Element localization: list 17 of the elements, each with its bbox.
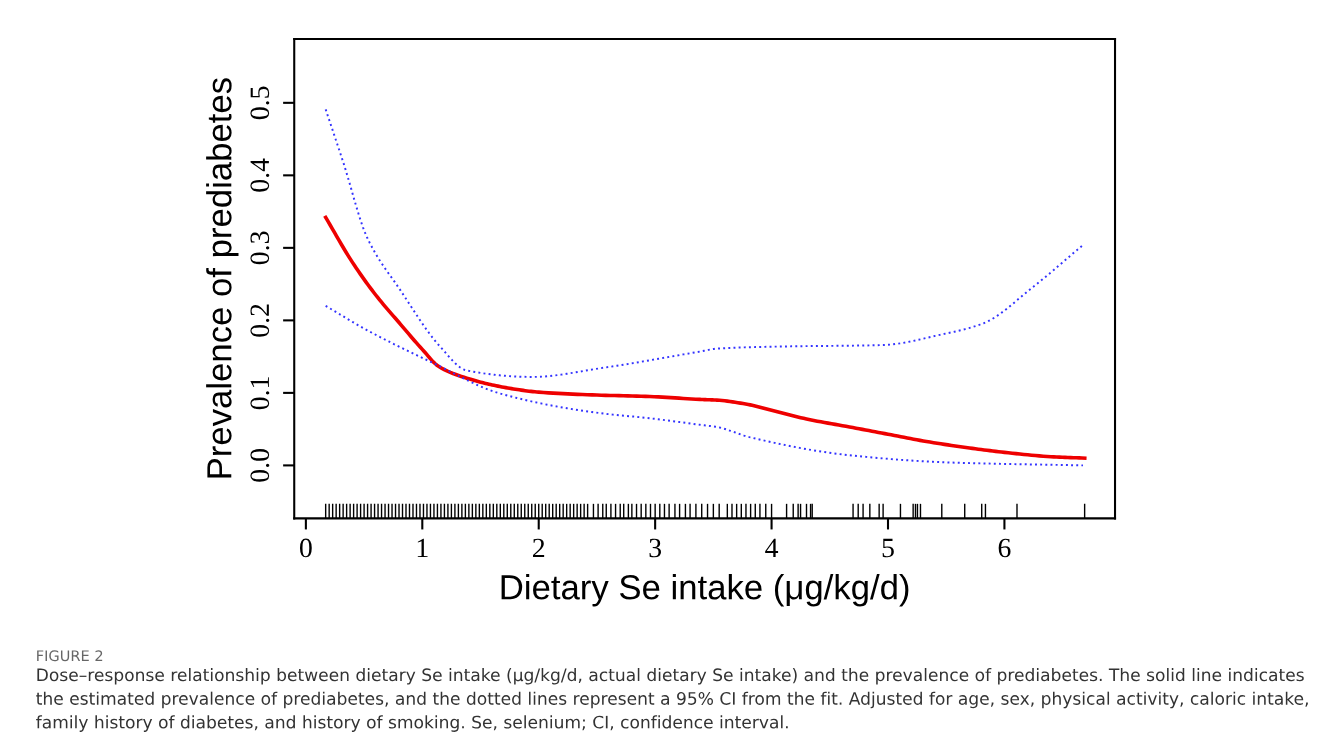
x-tick-label: 4 xyxy=(765,538,779,558)
y-tick-label: 0.5 xyxy=(250,86,270,120)
x-tick-label: 6 xyxy=(998,538,1011,558)
y-tick-label: 0.3 xyxy=(250,231,270,265)
caption: FIGURE 2 xyxy=(37,650,103,662)
y-tick-label: 0.2 xyxy=(250,304,270,337)
y-axis-title: Prevalence of prediabetes xyxy=(206,78,239,478)
x-tick-label: 1 xyxy=(417,538,428,558)
x-tick-label: 5 xyxy=(882,538,894,558)
x-axis-title: Dietary Se intake (μg/kg/d) xyxy=(501,574,909,607)
y-tick-label: 0.1 xyxy=(250,377,270,410)
x-tick-label: 2 xyxy=(533,538,545,558)
text: Dose–response relationship between dietary Se intake (μg/kg/d, actual dietary Se intake) and the prevalence of prediabetes. The solid line indicates the estimated prevalence of prediabetes, and the dotted lines represent a 95% CI from the fit. Adjusted for age, sex, physical activity, caloric intake, family history of diabetes, and history of smoking. Se, selenium; CI, confidence interval. xyxy=(36,668,1308,732)
y-tick-label: 0.4 xyxy=(250,158,270,192)
y-tick-label: 0.0 xyxy=(250,449,270,482)
x-tick-label: 0 xyxy=(299,538,312,558)
x-tick-label: 3 xyxy=(649,538,662,558)
